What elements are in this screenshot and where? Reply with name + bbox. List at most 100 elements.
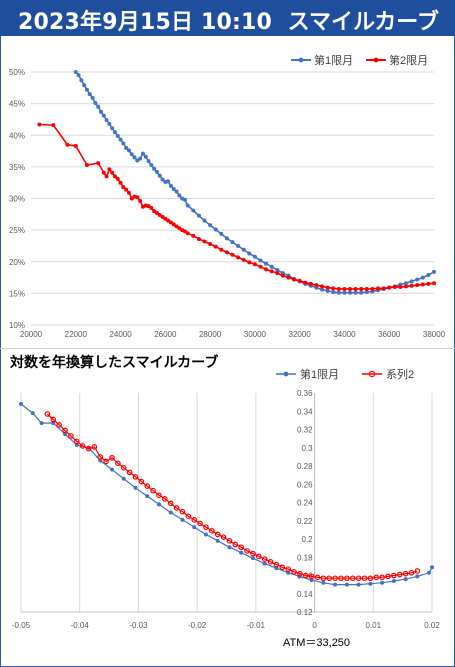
- data-point: [203, 532, 208, 537]
- chart-divider: [0, 348, 455, 349]
- y-tick-label: 0.2: [301, 535, 313, 544]
- y-tick-label: 30%: [9, 195, 25, 204]
- data-point: [110, 126, 115, 131]
- data-point: [118, 180, 123, 185]
- data-point: [39, 421, 44, 426]
- data-point: [303, 280, 308, 285]
- data-point: [302, 572, 309, 579]
- data-point: [138, 156, 143, 161]
- data-point: [51, 421, 56, 426]
- y-tick-label: 20%: [9, 258, 25, 267]
- data-point: [219, 231, 224, 236]
- data-point: [415, 574, 420, 579]
- data-point: [258, 258, 263, 263]
- data-point: [166, 218, 171, 223]
- data-point: [133, 485, 138, 490]
- data-point: [267, 559, 274, 565]
- data-point: [120, 465, 127, 471]
- data-point: [275, 267, 280, 272]
- data-point: [191, 233, 196, 238]
- data-point: [420, 275, 425, 280]
- data-point: [359, 286, 364, 291]
- data-point: [262, 561, 267, 566]
- data-point: [180, 517, 185, 522]
- data-point: [73, 144, 78, 149]
- x-tick-label: 28000: [199, 330, 222, 339]
- y-tick-label: 25%: [9, 226, 25, 235]
- data-point: [173, 505, 180, 511]
- data-point: [332, 575, 338, 582]
- data-point: [219, 247, 224, 252]
- data-point: [98, 458, 103, 463]
- data-point: [286, 275, 291, 280]
- data-point: [185, 231, 190, 236]
- data-point: [126, 190, 131, 195]
- data-point: [308, 573, 315, 580]
- data-point: [280, 273, 285, 278]
- data-point: [403, 577, 408, 582]
- data-point: [314, 574, 321, 581]
- y-tick-label: 40%: [9, 131, 25, 140]
- series-line-2: [46, 413, 418, 579]
- data-point: [227, 545, 232, 550]
- data-point: [214, 531, 221, 538]
- data-point: [274, 566, 279, 571]
- x-tick-label: 0.01: [365, 621, 381, 630]
- x-tick-label: -0.01: [247, 621, 266, 630]
- data-point: [432, 269, 436, 274]
- data-point: [168, 220, 173, 225]
- data-point: [135, 158, 140, 163]
- x-tick-label: 36000: [378, 330, 401, 339]
- data-point: [336, 290, 341, 295]
- data-point: [126, 469, 133, 476]
- data-point: [160, 177, 165, 182]
- data-point: [261, 556, 268, 562]
- legend-marker: [373, 57, 379, 63]
- x-tick-label: 0.02: [424, 621, 440, 630]
- data-point: [112, 174, 117, 179]
- data-point: [167, 500, 174, 507]
- data-point: [379, 574, 385, 581]
- data-point: [152, 166, 157, 171]
- data-point: [220, 534, 227, 540]
- data-point: [110, 467, 115, 472]
- legend-marker: [283, 371, 289, 377]
- data-point: [342, 286, 347, 291]
- y-tick-label: 35%: [9, 163, 25, 172]
- data-point: [196, 236, 201, 241]
- data-point: [226, 538, 233, 544]
- data-point: [348, 286, 353, 291]
- data-point: [239, 550, 244, 555]
- y-tick-label: 0.36: [297, 389, 313, 398]
- data-point: [333, 582, 338, 587]
- data-point: [273, 561, 280, 568]
- data-point: [269, 264, 274, 269]
- data-point: [156, 502, 161, 507]
- x-tick-label: -0.02: [188, 621, 207, 630]
- data-point: [426, 273, 431, 278]
- data-point: [84, 162, 89, 167]
- data-point: [202, 239, 207, 244]
- data-point: [140, 151, 145, 156]
- data-point: [93, 100, 98, 105]
- data-point: [427, 570, 432, 575]
- chart-1: 10% 15% 20% 25% 30% 35% 40% 45% 50% 20000 22000 240…: [9, 53, 446, 339]
- y-tick-label: 0.12: [297, 608, 313, 617]
- data-point: [244, 548, 250, 554]
- data-point: [171, 187, 176, 192]
- data-point: [398, 285, 403, 290]
- data-point: [196, 213, 201, 218]
- data-point: [157, 212, 162, 217]
- data-point: [104, 118, 109, 123]
- data-point: [107, 121, 112, 126]
- data-point: [349, 575, 356, 582]
- data-point: [381, 286, 386, 291]
- data-point: [348, 290, 353, 295]
- data-point: [430, 565, 434, 570]
- data-point: [368, 581, 373, 586]
- y-tick-label: 0.16: [297, 572, 313, 581]
- data-point: [356, 582, 361, 587]
- data-point: [264, 261, 269, 266]
- data-point: [338, 575, 344, 582]
- data-point: [391, 572, 397, 579]
